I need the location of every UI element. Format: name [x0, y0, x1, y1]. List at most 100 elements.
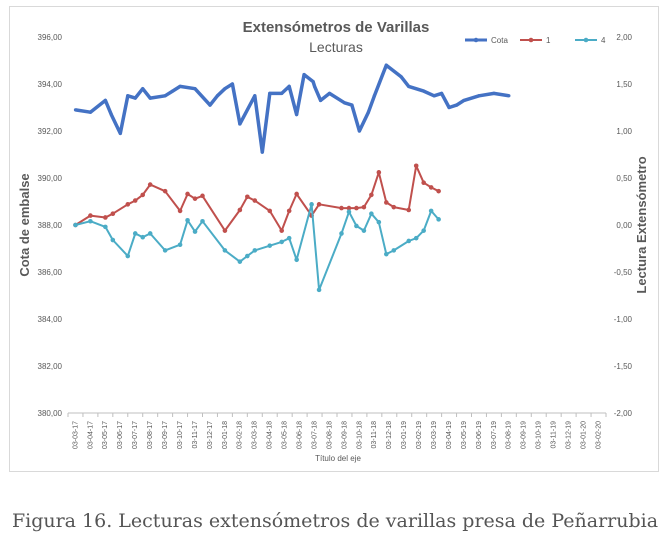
data-point-cota	[462, 98, 466, 103]
chart-frame: Extensómetros de Varillas Lecturas Cota …	[9, 6, 659, 472]
data-point-4	[88, 218, 93, 224]
x-tick-label: 03-03-18	[252, 421, 259, 449]
data-point-1	[354, 205, 359, 211]
y-tick-label-left: 392,00	[38, 127, 63, 136]
y-tick-label-left: 386,00	[38, 268, 63, 277]
x-tick-label: 03-01-18	[222, 421, 229, 449]
data-point-cota	[350, 103, 354, 107]
x-tick-label: 03-07-19	[491, 421, 498, 449]
y-axis-title-left: Cota de embalse	[17, 173, 32, 276]
data-point-4	[192, 229, 198, 234]
data-point-4	[200, 218, 205, 224]
data-point-4	[286, 235, 292, 241]
x-tick-label: 03-01-19	[401, 421, 408, 449]
data-point-cota	[372, 94, 376, 98]
data-point-cota	[311, 80, 315, 84]
data-point-4	[140, 234, 146, 240]
data-point-1	[346, 205, 352, 211]
y-tick-label-right: 1,00	[616, 127, 632, 136]
data-point-1	[88, 213, 93, 218]
y-tick-label-right: 2,00	[616, 33, 632, 42]
series-layer	[73, 63, 511, 293]
y-tick-label-left: 394,00	[38, 80, 63, 89]
data-point-cota	[357, 129, 362, 133]
x-tick-label: 03-10-17	[177, 421, 184, 449]
x-tick-label: 03-06-19	[476, 421, 483, 449]
data-point-cota	[193, 87, 197, 91]
chart-subtitle: Lecturas	[309, 39, 363, 55]
data-point-4	[316, 287, 322, 293]
x-tick-label: 03-09-18	[341, 421, 348, 449]
data-point-cota	[103, 98, 107, 103]
data-point-4	[346, 209, 352, 215]
data-point-4	[132, 231, 138, 236]
data-point-cota	[302, 73, 306, 77]
data-point-cota	[171, 89, 175, 93]
data-point-cota	[260, 150, 264, 154]
data-point-4	[294, 257, 299, 263]
x-tick-label: 03-09-17	[162, 421, 169, 449]
legend-label: 1	[546, 36, 551, 45]
data-point-cota	[268, 91, 272, 95]
data-point-cota	[492, 91, 496, 95]
data-point-4	[147, 231, 153, 236]
data-point-cota	[327, 91, 332, 95]
data-point-cota	[312, 84, 317, 88]
data-point-cota	[133, 96, 137, 100]
data-point-cota	[88, 110, 93, 114]
x-tick-label: 03-07-17	[132, 421, 139, 449]
data-point-4	[125, 253, 131, 259]
series-line-4	[75, 203, 440, 291]
data-point-1	[147, 182, 153, 187]
data-point-1	[376, 170, 382, 175]
data-point-1	[384, 200, 389, 205]
y-tick-label-right: 0,00	[616, 221, 632, 230]
data-point-1	[279, 228, 285, 233]
y-tick-label-left: 388,00	[38, 221, 63, 230]
data-point-4	[110, 237, 116, 243]
legend-label: 4	[601, 36, 606, 45]
data-point-4	[339, 231, 344, 236]
data-point-cota	[440, 91, 444, 95]
data-point-4	[162, 248, 168, 253]
figure-caption: Figura 16. Lecturas extensómetros de var…	[11, 510, 659, 532]
data-point-cota	[230, 82, 234, 86]
data-point-cota	[253, 94, 257, 98]
legend-marker	[528, 37, 534, 43]
x-tick-label: 03-08-17	[147, 421, 154, 449]
data-point-cota	[141, 87, 145, 91]
data-point-4	[177, 242, 183, 248]
data-point-1	[406, 207, 412, 213]
x-tick-label: 03-10-19	[536, 421, 543, 449]
x-tick-label: 03-02-19	[416, 421, 423, 449]
chart-title: Extensómetros de Varillas	[243, 19, 430, 36]
data-point-cota	[287, 84, 291, 88]
chart-legend: Cota 1 4	[465, 36, 606, 45]
data-point-1	[132, 198, 138, 203]
data-point-cota	[399, 75, 403, 79]
y-tick-label-right: 1,50	[616, 80, 632, 89]
data-point-4	[406, 238, 412, 244]
data-point-cota	[126, 94, 130, 98]
data-point-1	[316, 202, 322, 207]
data-point-cota	[366, 110, 370, 114]
data-point-1	[237, 207, 243, 213]
data-point-4	[436, 217, 441, 222]
data-point-1	[428, 185, 434, 190]
data-point-4	[309, 202, 314, 207]
data-point-4	[361, 228, 367, 233]
data-point-cota	[318, 98, 323, 103]
x-tick-label: 03-01-20	[580, 421, 587, 449]
data-point-cota	[215, 94, 220, 98]
data-point-1	[177, 208, 183, 214]
data-point-cota	[148, 96, 152, 100]
data-point-1	[200, 193, 205, 199]
series-line-cota	[75, 63, 510, 154]
data-point-cota	[477, 94, 481, 98]
x-tick-label: 03-11-17	[192, 421, 199, 449]
y-tick-label-right: -2,00	[614, 409, 633, 418]
x-tick-label: 03-11-18	[371, 421, 378, 449]
data-point-1	[436, 188, 441, 194]
data-point-1	[185, 191, 190, 197]
data-point-1	[140, 192, 146, 198]
